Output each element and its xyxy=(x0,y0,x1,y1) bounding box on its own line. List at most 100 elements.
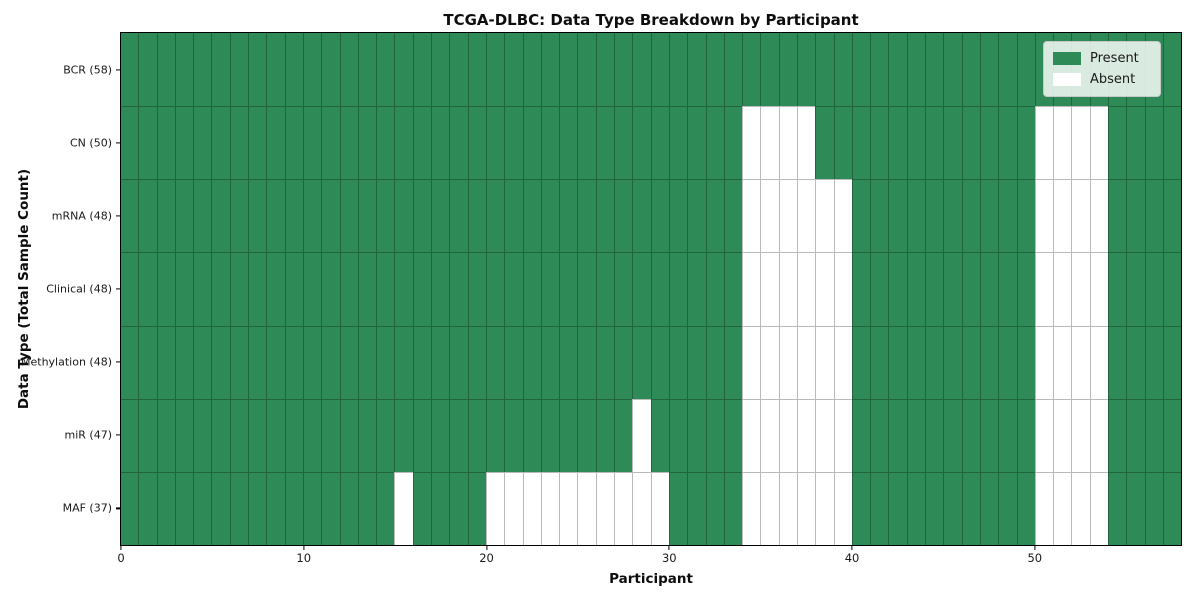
cell-mRNA-p4-present xyxy=(193,179,212,253)
cell-CN-p13-present xyxy=(357,106,377,180)
cell-Methylation-p33-present xyxy=(723,325,743,399)
cell-mRNA-p40-present xyxy=(851,179,871,253)
cell-mRNA-p2-present xyxy=(156,179,175,253)
cell-CN-p50-absent xyxy=(1034,106,1054,180)
cell-MAF-p55-present xyxy=(1126,471,1145,545)
cell-BCR-p25-present xyxy=(577,33,596,107)
cell-Clinical-p32-present xyxy=(705,252,724,326)
cell-miR-p15-present xyxy=(394,398,413,472)
y-tick-mark-Methylation xyxy=(116,361,120,363)
cell-MAF-p30-present xyxy=(668,471,688,545)
legend-label-absent: Absent xyxy=(1090,72,1136,87)
cell-MAF-p48-present xyxy=(998,471,1017,545)
cell-BCR-p22-present xyxy=(522,33,541,107)
cell-BCR-p33-present xyxy=(723,33,743,107)
cell-Methylation-p18-present xyxy=(449,325,468,399)
cell-miR-p45-present xyxy=(943,398,962,472)
cell-mRNA-p24-present xyxy=(559,179,578,253)
cell-BCR-p5-present xyxy=(211,33,230,107)
cell-Methylation-p40-present xyxy=(851,325,871,399)
heatmap-plot xyxy=(121,33,1182,545)
cell-miR-p30-present xyxy=(668,398,688,472)
cell-Clinical-p9-present xyxy=(284,252,303,326)
cell-Methylation-p46-present xyxy=(961,325,980,399)
y-tick-label-CN: CN (50) xyxy=(70,136,112,150)
cell-Methylation-p34-absent xyxy=(742,325,761,399)
cell-Clinical-p35-absent xyxy=(760,252,779,326)
cell-Clinical-p51-absent xyxy=(1053,252,1072,326)
cell-Clinical-p8-present xyxy=(266,252,285,326)
cell-miR-p2-present xyxy=(156,398,175,472)
cell-Clinical-p6-present xyxy=(229,252,249,326)
cell-Methylation-p9-present xyxy=(284,325,303,399)
cell-miR-p53-absent xyxy=(1089,398,1109,472)
cell-miR-p5-present xyxy=(211,398,230,472)
cell-CN-p49-present xyxy=(1016,106,1035,180)
cell-BCR-p45-present xyxy=(943,33,962,107)
cell-MAF-p18-present xyxy=(449,471,468,545)
cell-BCR-p34-present xyxy=(742,33,761,107)
y-tick-mark-CN xyxy=(116,142,120,144)
cell-BCR-p48-present xyxy=(998,33,1017,107)
cell-BCR-p29-present xyxy=(650,33,669,107)
cell-miR-p7-present xyxy=(248,398,267,472)
cell-MAF-p35-absent xyxy=(760,471,779,545)
cell-miR-p0-present xyxy=(121,398,139,472)
cell-Clinical-p5-present xyxy=(211,252,230,326)
y-tick-mark-MAF xyxy=(116,507,120,510)
cell-miR-p17-present xyxy=(431,398,450,472)
cell-CN-p4-present xyxy=(193,106,212,180)
cell-Clinical-p12-present xyxy=(339,252,358,326)
cell-mRNA-p26-present xyxy=(595,179,615,253)
cell-mRNA-p7-present xyxy=(248,179,267,253)
cell-BCR-p44-present xyxy=(925,33,944,107)
cell-Clinical-p42-present xyxy=(888,252,907,326)
cell-Clinical-p37-absent xyxy=(796,252,816,326)
cell-Methylation-p28-present xyxy=(632,325,651,399)
cell-MAF-p45-present xyxy=(943,471,962,545)
cell-miR-p16-present xyxy=(412,398,432,472)
cell-mRNA-p3-present xyxy=(174,179,194,253)
cell-MAF-p49-present xyxy=(1016,471,1035,545)
cell-miR-p20-present xyxy=(485,398,505,472)
cell-CN-p51-absent xyxy=(1053,106,1072,180)
cell-CN-p57-present xyxy=(1162,106,1182,180)
heatmap-row-Methylation xyxy=(121,325,1182,399)
cell-mRNA-p19-present xyxy=(467,179,486,253)
y-tick-label-miR: miR (47) xyxy=(64,428,113,442)
cell-Clinical-p34-absent xyxy=(742,252,761,326)
cell-BCR-p10-present xyxy=(302,33,322,107)
cell-Clinical-p47-present xyxy=(979,252,999,326)
cell-MAF-p4-present xyxy=(193,471,212,545)
cell-mRNA-p23-present xyxy=(540,179,560,253)
cell-mRNA-p17-present xyxy=(431,179,450,253)
cell-Clinical-p31-present xyxy=(687,252,706,326)
cell-MAF-p26-absent xyxy=(595,471,615,545)
cell-miR-p44-present xyxy=(925,398,944,472)
cell-BCR-p19-present xyxy=(467,33,486,107)
cell-mRNA-p39-absent xyxy=(833,179,852,253)
cell-MAF-p20-absent xyxy=(485,471,505,545)
cell-mRNA-p30-present xyxy=(668,179,688,253)
cell-CN-p44-present xyxy=(925,106,944,180)
plot-border xyxy=(119,31,1182,546)
cell-Methylation-p31-present xyxy=(687,325,706,399)
cell-CN-p53-absent xyxy=(1089,106,1109,180)
cell-miR-p43-present xyxy=(906,398,926,472)
cell-BCR-p16-present xyxy=(412,33,432,107)
cell-MAF-p15-absent xyxy=(394,471,413,545)
cell-CN-p2-present xyxy=(156,106,175,180)
cell-Clinical-p49-present xyxy=(1016,252,1035,326)
cell-miR-p57-present xyxy=(1162,398,1182,472)
cell-Clinical-p15-present xyxy=(394,252,413,326)
cell-BCR-p7-present xyxy=(248,33,267,107)
cell-CN-p18-present xyxy=(449,106,468,180)
cell-miR-p41-present xyxy=(870,398,889,472)
cell-Methylation-p2-present xyxy=(156,325,175,399)
cell-BCR-p39-present xyxy=(833,33,852,107)
cell-Clinical-p33-present xyxy=(723,252,743,326)
cell-Clinical-p2-present xyxy=(156,252,175,326)
cell-MAF-p40-present xyxy=(851,471,871,545)
cell-MAF-p42-present xyxy=(888,471,907,545)
